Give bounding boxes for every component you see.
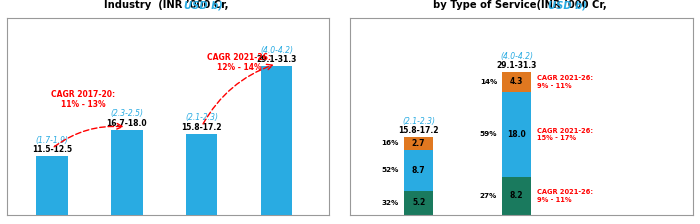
Text: 11.5-12.5: 11.5-12.5 xyxy=(32,145,72,154)
Bar xyxy=(404,191,433,215)
Text: 4.3: 4.3 xyxy=(510,78,524,86)
Text: 14%: 14% xyxy=(480,79,497,85)
Text: 32%: 32% xyxy=(382,200,399,206)
Text: by Type of Service(INR ’000 Cr,: by Type of Service(INR ’000 Cr, xyxy=(433,0,610,10)
Text: 2.7: 2.7 xyxy=(412,139,426,148)
Text: 52%: 52% xyxy=(382,167,399,173)
Text: Industry  (INR ’000 Cr,: Industry (INR ’000 Cr, xyxy=(104,0,232,10)
Text: CAGR 2021-26:
12% - 14%: CAGR 2021-26: 12% - 14% xyxy=(207,53,271,72)
Text: CAGR 2021-26:
15% - 17%: CAGR 2021-26: 15% - 17% xyxy=(537,127,594,141)
Text: USD b): USD b) xyxy=(113,0,223,10)
Text: 8.7: 8.7 xyxy=(412,166,426,175)
Text: 59%: 59% xyxy=(480,131,497,137)
Bar xyxy=(404,150,433,191)
Bar xyxy=(502,177,531,215)
Text: 27%: 27% xyxy=(480,193,497,199)
Text: (2.1-2.3): (2.1-2.3) xyxy=(402,117,435,126)
Bar xyxy=(261,66,293,215)
Bar xyxy=(111,129,143,215)
Text: 15.8-17.2: 15.8-17.2 xyxy=(181,123,222,132)
Text: (4.0-4.2): (4.0-4.2) xyxy=(500,52,533,61)
Bar xyxy=(502,92,531,177)
Text: 15.8-17.2: 15.8-17.2 xyxy=(398,126,439,135)
Text: (2.3-2.5): (2.3-2.5) xyxy=(111,109,144,118)
Bar xyxy=(502,72,531,92)
Bar xyxy=(186,134,218,215)
Text: CAGR 2021-26:
9% - 11%: CAGR 2021-26: 9% - 11% xyxy=(537,75,594,89)
Text: 8.2: 8.2 xyxy=(510,191,524,200)
Text: 18.0: 18.0 xyxy=(508,130,526,139)
Bar xyxy=(404,137,433,150)
Text: USD b): USD b) xyxy=(456,0,587,10)
Text: CAGR 2021-26:
9% - 11%: CAGR 2021-26: 9% - 11% xyxy=(537,189,594,202)
Text: (4.0-4.2): (4.0-4.2) xyxy=(260,46,293,55)
Text: (2.1-2.3): (2.1-2.3) xyxy=(186,113,218,122)
Bar xyxy=(36,156,68,215)
Text: 5.2: 5.2 xyxy=(412,198,425,207)
Text: (1.7-1.9): (1.7-1.9) xyxy=(36,136,69,144)
Text: CAGR 2017-20:
11% - 13%: CAGR 2017-20: 11% - 13% xyxy=(51,90,116,109)
Text: 16%: 16% xyxy=(382,140,399,146)
Text: 16.7-18.0: 16.7-18.0 xyxy=(106,118,147,127)
Text: 29.1-31.3: 29.1-31.3 xyxy=(496,61,537,70)
Text: 29.1-31.3: 29.1-31.3 xyxy=(256,55,297,64)
